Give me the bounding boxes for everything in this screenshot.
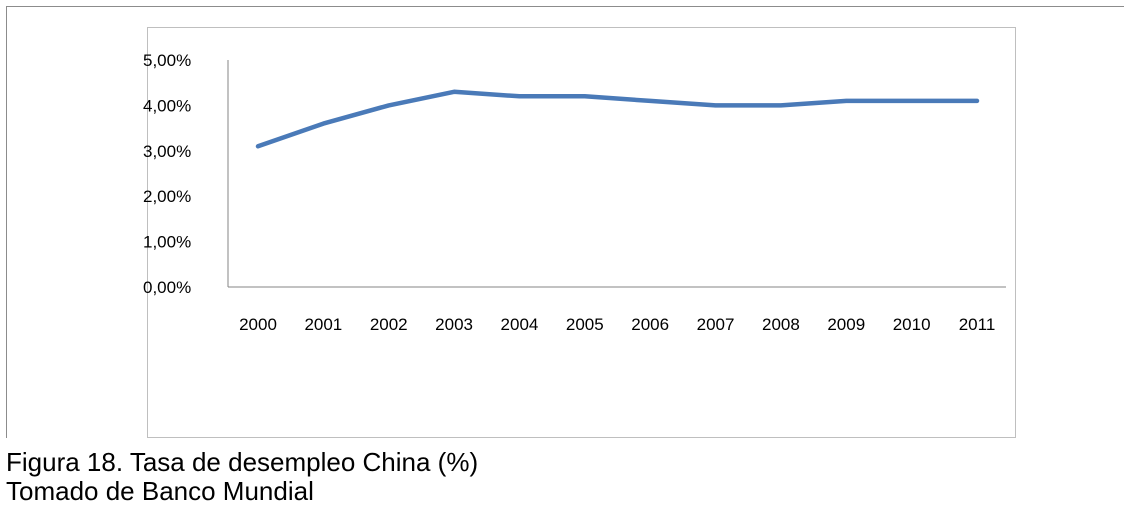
figure-caption: Figura 18. Tasa de desempleo China (%) T… — [6, 448, 478, 506]
x-axis: 2000 2001 2002 2003 2004 2005 2006 2007 2008 2009… — [228, 286, 1006, 334]
series-line — [255, 89, 980, 149]
x-tick-label: 2004 — [501, 315, 539, 334]
figure-source: Tomado de Banco Mundial — [6, 476, 314, 506]
x-tick-label: 2008 — [762, 315, 800, 334]
x-tick-label: 2002 — [370, 315, 408, 334]
x-tick-label: 2011 — [959, 315, 996, 334]
series-group — [255, 89, 980, 149]
x-tick-label: 2005 — [566, 315, 604, 334]
x-tick-label: 2009 — [827, 315, 865, 334]
x-tick-label: 2006 — [631, 315, 669, 334]
frame-top-border — [6, 6, 1124, 7]
y-axis: 0,00% 1,00% 2,00% 3,00% 4,00% 5,00% — [143, 51, 229, 297]
y-tick-label: 3,00% — [143, 142, 191, 161]
x-tick-label: 2003 — [435, 315, 473, 334]
y-tick-label: 5,00% — [143, 51, 191, 70]
chart-area-border — [147, 27, 1016, 438]
x-tick-label: 2000 — [239, 315, 277, 334]
y-tick-label: 1,00% — [143, 233, 191, 252]
unemployment-line-chart: 0,00%1,00%2,00%3,00%4,00%5,00% 2000 2001 2… — [143, 51, 1006, 334]
y-tick-label: 4,00% — [143, 96, 191, 115]
x-tick-label: 2001 — [304, 315, 342, 334]
y-tick-label: 2,00% — [143, 187, 191, 206]
y-tick-label: 0,00% — [143, 278, 191, 297]
x-tick-label: 2010 — [893, 315, 931, 334]
figure-label: Figura 18. Tasa de desempleo China (%) — [6, 447, 479, 477]
x-tick-label: 2007 — [697, 315, 735, 334]
frame-left-border — [6, 6, 7, 438]
